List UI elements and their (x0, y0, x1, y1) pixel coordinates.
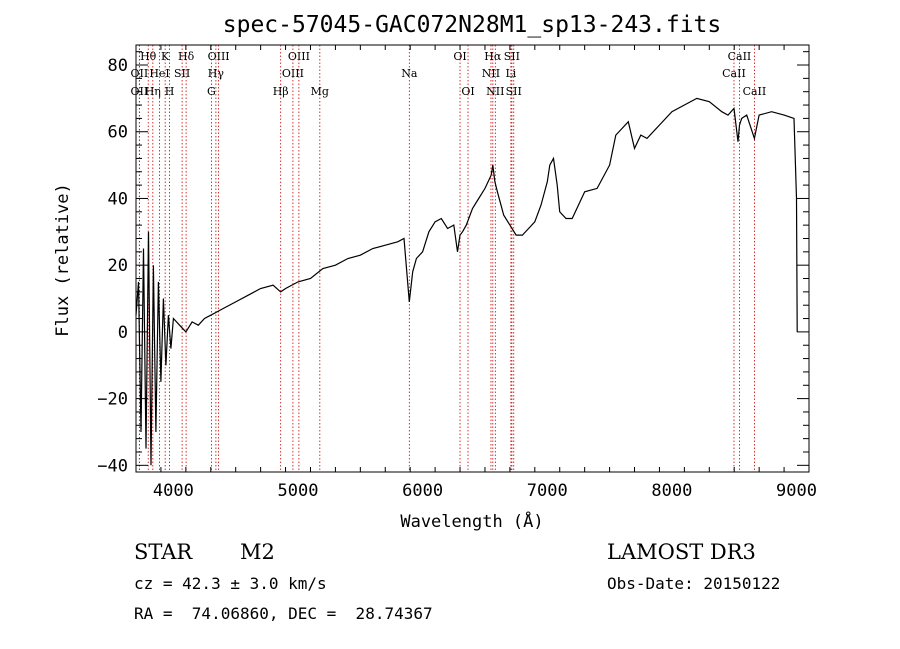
y-tick-label: 40 (108, 189, 128, 209)
spectral-line-label: CaII (743, 85, 767, 98)
object-class: STAR (134, 540, 193, 564)
spectral-line-label: OI (461, 85, 474, 98)
spectral-line-label: OIII (288, 50, 310, 63)
spectral-line-label: NII (482, 67, 500, 80)
x-tick-label: 8000 (651, 481, 692, 501)
spectral-line-label: CaII (722, 67, 746, 80)
spectral-line-label: G (207, 85, 216, 98)
spectral-line-label: OIII (208, 50, 230, 63)
x-axis-label: Wavelength (Å) (400, 510, 543, 532)
spectral-line-label: SII (174, 67, 190, 80)
y-tick-label: 80 (108, 56, 128, 76)
spectral-line-label: NII (486, 85, 504, 98)
chart-title: spec-57045-GAC072N28M1_sp13-243.fits (223, 12, 722, 38)
y-tick-label: −20 (97, 390, 128, 410)
y-axis-label: Flux (relative) (53, 183, 73, 337)
object-subclass: M2 (240, 540, 275, 564)
spectral-line-label: OI (453, 50, 466, 63)
spectral-line-label: OIII (282, 67, 304, 80)
y-tick-label: 20 (108, 256, 128, 276)
y-tick-label: 0 (118, 323, 128, 343)
flux-series-line (135, 97, 798, 466)
spectral-line-label: K (161, 50, 170, 63)
spectral-line-label: Hη (145, 85, 161, 98)
y-tick-label: 60 (108, 123, 128, 143)
x-tick-label: 4000 (153, 481, 194, 501)
spectral-line-label: Hβ (273, 85, 289, 98)
spectral-line-label: SII (504, 50, 520, 63)
x-axis-ticks: 4000 5000 6000 7000 8000 9000 (135, 45, 817, 501)
spectral-line-label: Hδ (178, 50, 195, 63)
spectral-line-label: Hα (484, 50, 502, 63)
observation-date: Obs-Date: 20150122 (607, 574, 781, 593)
spectral-line-label: OII (131, 67, 149, 80)
spectral-line-markers (138, 45, 755, 472)
redshift-cz: cz = 42.3 ± 3.0 km/s (134, 574, 327, 593)
ra-dec: RA = 74.06860, DEC = 28.74367 (134, 604, 433, 623)
plot-frame (135, 44, 810, 473)
x-tick-label: 5000 (278, 481, 319, 501)
survey-name: LAMOST DR3 (607, 540, 756, 564)
x-tick-label: 7000 (527, 481, 568, 501)
y-axis-ticks: −40 −20 0 20 40 60 80 (97, 51, 809, 476)
spectral-line-label: H (165, 85, 175, 98)
spectral-line-label: Hγ (208, 67, 225, 80)
y-tick-label: −40 (97, 456, 128, 476)
spectral-line-label: Li (505, 67, 516, 80)
spectral-line-label: Mg (311, 85, 329, 98)
spectral-line-label: SII (506, 85, 522, 98)
spectral-line-label: HeI (149, 67, 169, 80)
x-tick-label: 6000 (402, 481, 443, 501)
spectral-line-label: Na (401, 67, 418, 80)
x-tick-label: 9000 (776, 481, 817, 501)
spectral-line-label: Hθ (140, 50, 157, 63)
spectral-line-label: CaII (728, 50, 752, 63)
